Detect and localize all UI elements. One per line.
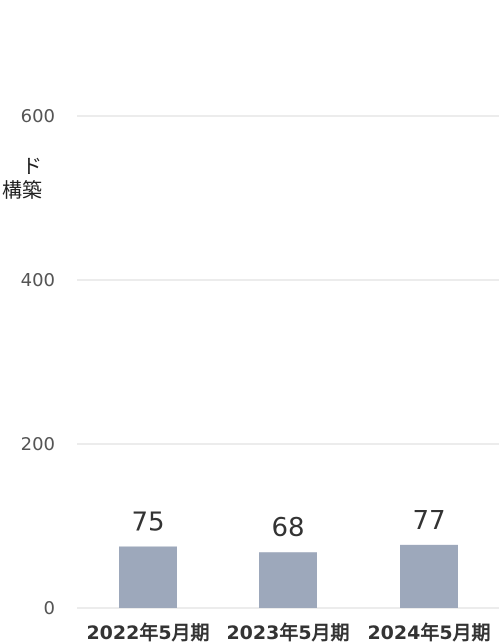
data-labels: 75 68 77: [131, 506, 445, 543]
side-title-line-1: ド: [22, 154, 42, 178]
x-category-label: 2024年5月期: [367, 621, 490, 643]
bars: [119, 544, 458, 608]
x-axis-categories: 2022年5月期 2023年5月期 2024年5月期: [86, 621, 490, 643]
y-tick-label: 0: [44, 598, 55, 619]
cropped-side-title: ド 構築: [0, 154, 42, 202]
y-tick-label: 400: [21, 270, 55, 291]
y-tick-label: 200: [21, 434, 55, 455]
x-category-label: 2023年5月期: [226, 621, 349, 643]
data-label: 77: [412, 506, 445, 536]
bar: [400, 544, 458, 608]
bar: [259, 552, 317, 608]
y-axis-ticks: 0 200 400 600: [21, 106, 55, 619]
data-label: 75: [131, 508, 164, 538]
side-title-line-2: 構築: [2, 178, 42, 202]
y-tick-label: 600: [21, 106, 55, 127]
data-label: 68: [271, 513, 304, 543]
bar: [119, 546, 177, 608]
x-category-label: 2022年5月期: [86, 621, 209, 643]
